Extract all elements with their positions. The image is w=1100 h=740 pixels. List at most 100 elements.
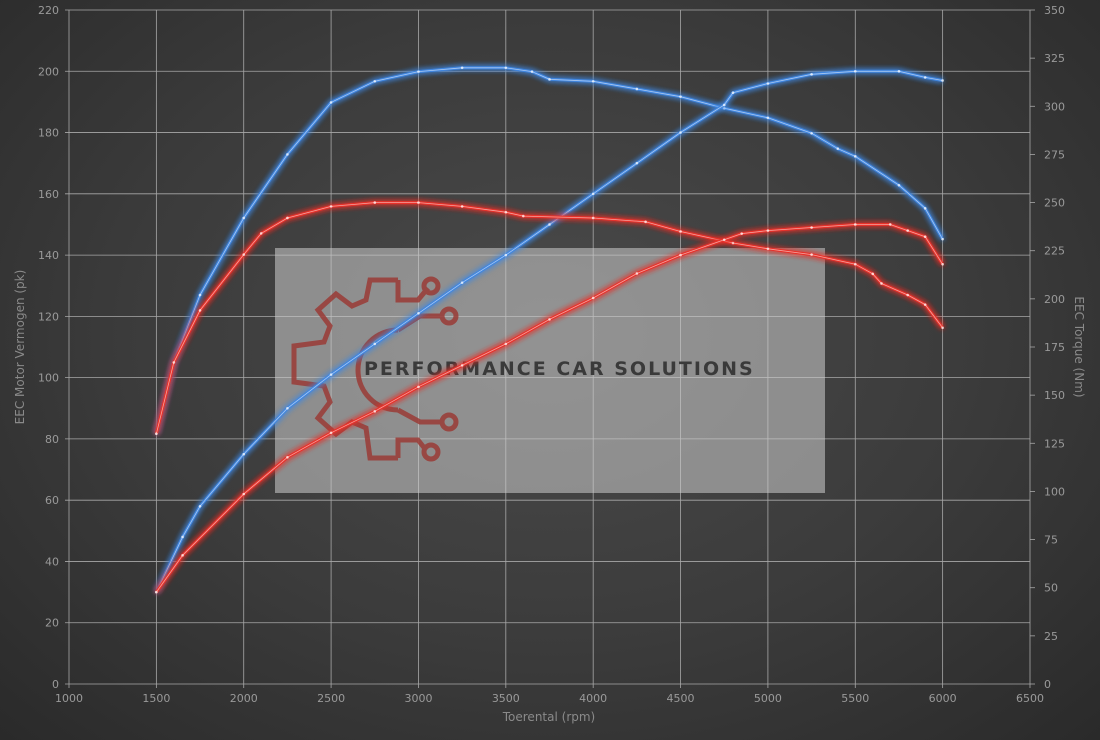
data-point <box>810 73 813 76</box>
y-tick-label: 0 <box>52 678 59 691</box>
data-point <box>504 210 508 214</box>
data-point <box>460 281 464 284</box>
data-point <box>460 364 464 367</box>
y-tick-label: 200 <box>38 65 59 78</box>
data-point <box>548 223 551 226</box>
x-tick-label: 5000 <box>754 692 782 705</box>
data-point <box>923 207 927 210</box>
data-point <box>923 76 927 79</box>
y-tick-label: 60 <box>45 494 59 507</box>
y2-tick-label: 125 <box>1044 437 1065 450</box>
data-point <box>504 253 508 257</box>
y2-tick-label: 0 <box>1044 678 1051 691</box>
data-point <box>373 79 377 83</box>
x-tick-label: 6500 <box>1016 692 1044 705</box>
data-point <box>853 69 857 73</box>
x-tick-label: 3000 <box>404 692 432 705</box>
series-3 <box>155 223 944 594</box>
y-tick-label: 40 <box>45 555 59 568</box>
data-point <box>871 272 875 276</box>
data-point <box>679 253 682 257</box>
y-tick-label: 100 <box>38 372 59 385</box>
data-point <box>373 201 377 204</box>
data-point <box>591 216 595 220</box>
data-point <box>286 406 289 410</box>
data-point <box>810 131 813 135</box>
data-point <box>906 229 909 232</box>
data-point <box>941 326 944 330</box>
data-point <box>242 216 246 220</box>
data-point <box>679 230 682 233</box>
data-point <box>373 410 377 413</box>
data-point <box>242 452 246 456</box>
y2-tick-label: 350 <box>1044 4 1065 17</box>
data-point <box>591 296 595 300</box>
data-point <box>548 78 551 81</box>
x-tick-label: 5500 <box>841 692 869 705</box>
data-point <box>766 229 770 232</box>
data-point <box>810 226 813 229</box>
data-point <box>766 116 770 120</box>
data-point <box>259 232 263 235</box>
data-point <box>417 385 420 389</box>
data-point <box>286 216 289 220</box>
data-point <box>530 70 534 73</box>
data-point <box>888 223 892 226</box>
y-tick-label: 180 <box>38 127 59 140</box>
data-point <box>853 262 857 266</box>
data-point <box>198 293 202 297</box>
data-point <box>740 232 743 235</box>
data-point <box>897 183 901 187</box>
y2-tick-label: 300 <box>1044 100 1065 113</box>
data-point <box>941 79 944 82</box>
series-line-core <box>156 202 943 434</box>
y-tick-label: 140 <box>38 249 59 262</box>
data-point <box>242 253 246 256</box>
data-point <box>286 153 289 156</box>
series-2 <box>154 201 944 435</box>
data-point <box>155 590 158 594</box>
data-point <box>329 101 333 104</box>
y2-tick-label: 250 <box>1044 197 1065 210</box>
data-point <box>923 235 927 239</box>
data-point <box>897 69 901 73</box>
data-point <box>172 361 176 364</box>
data-point <box>635 161 639 165</box>
data-point <box>836 147 840 150</box>
data-point <box>880 282 883 285</box>
data-point <box>591 192 595 196</box>
data-point <box>242 492 246 496</box>
y-tick-label: 120 <box>38 310 59 323</box>
series-group <box>154 66 944 594</box>
data-point <box>417 312 420 315</box>
data-point <box>373 342 377 346</box>
x-axis-label: Toerental (rpm) <box>502 710 595 724</box>
y2-tick-label: 75 <box>1044 534 1058 547</box>
data-point <box>504 342 508 346</box>
data-point <box>591 79 595 83</box>
data-point <box>460 66 464 70</box>
y2-tick-label: 325 <box>1044 52 1065 65</box>
y2-tick-label: 175 <box>1044 341 1065 354</box>
data-point <box>329 205 333 208</box>
y2-tick-label: 200 <box>1044 293 1065 306</box>
data-point <box>644 220 647 224</box>
data-point <box>417 70 420 73</box>
data-point <box>731 241 735 245</box>
series-1 <box>155 69 944 594</box>
data-point <box>722 106 726 110</box>
y-tick-label: 80 <box>45 433 59 446</box>
data-point <box>155 432 158 435</box>
data-point <box>198 505 202 508</box>
data-point <box>548 318 551 321</box>
y2-tick-label: 100 <box>1044 485 1065 498</box>
data-point <box>906 293 909 297</box>
data-point <box>181 554 184 557</box>
data-point <box>504 66 508 70</box>
data-point <box>722 103 726 107</box>
data-point <box>679 131 682 134</box>
data-point <box>286 455 289 459</box>
axis-ticks: 1000 1500 2000 2500 3000 3500 4000 4500 5000 5500… <box>38 4 1065 705</box>
data-point <box>941 262 944 266</box>
